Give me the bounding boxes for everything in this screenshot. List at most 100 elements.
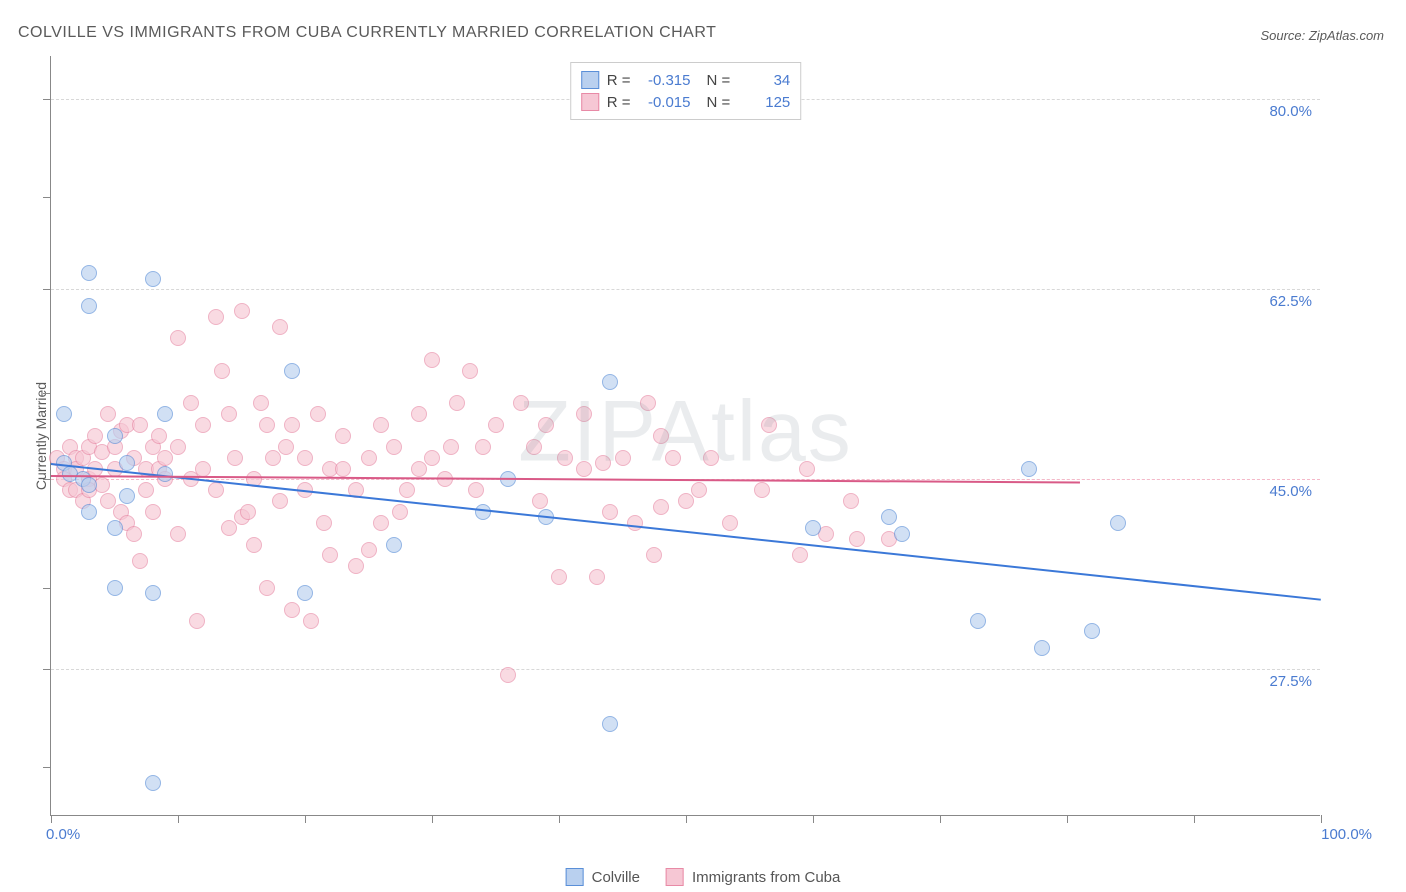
data-point — [195, 461, 211, 477]
plot-inner: 27.5%45.0%62.5%80.0% — [51, 56, 1320, 815]
data-point — [1034, 640, 1050, 656]
data-point — [532, 493, 548, 509]
data-point — [272, 319, 288, 335]
y-grid-label: 27.5% — [1269, 673, 1312, 690]
data-point — [126, 526, 142, 542]
data-point — [805, 520, 821, 536]
data-point — [234, 303, 250, 319]
data-point — [348, 558, 364, 574]
data-point — [246, 537, 262, 553]
data-point — [894, 526, 910, 542]
data-point — [322, 547, 338, 563]
bottom-legend: Colville Immigrants from Cuba — [566, 868, 841, 886]
y-grid-label: 62.5% — [1269, 293, 1312, 310]
data-point — [138, 482, 154, 498]
data-point — [145, 775, 161, 791]
data-point — [183, 395, 199, 411]
y-axis-label: Currently Married — [33, 381, 49, 489]
data-point — [646, 547, 662, 563]
data-point — [335, 428, 351, 444]
data-point — [576, 406, 592, 422]
gridline — [51, 669, 1320, 670]
legend-cuba: Immigrants from Cuba — [666, 868, 840, 886]
x-tick — [51, 815, 52, 823]
data-point — [208, 482, 224, 498]
data-point — [189, 613, 205, 629]
data-point — [602, 716, 618, 732]
x-tick — [559, 815, 560, 823]
data-point — [81, 298, 97, 314]
data-point — [703, 450, 719, 466]
data-point — [221, 520, 237, 536]
data-point — [132, 553, 148, 569]
data-point — [297, 450, 313, 466]
data-point — [145, 271, 161, 287]
data-point — [297, 585, 313, 601]
stats-row-colville: R = -0.315 N = 34 — [581, 69, 791, 91]
data-point — [227, 450, 243, 466]
data-point — [799, 461, 815, 477]
r-label: R = — [607, 72, 631, 89]
data-point — [627, 515, 643, 531]
data-point — [100, 406, 116, 422]
data-point — [81, 477, 97, 493]
data-point — [392, 504, 408, 520]
data-point — [278, 439, 294, 455]
data-point — [843, 493, 859, 509]
data-point — [151, 428, 167, 444]
swatch-cuba-icon — [666, 868, 684, 886]
data-point — [272, 493, 288, 509]
data-point — [557, 450, 573, 466]
x-tick — [178, 815, 179, 823]
x-tick — [432, 815, 433, 823]
data-point — [792, 547, 808, 563]
data-point — [424, 450, 440, 466]
data-point — [81, 265, 97, 281]
data-point — [538, 417, 554, 433]
data-point — [81, 504, 97, 520]
n-value-colville: 34 — [738, 72, 790, 89]
data-point — [259, 417, 275, 433]
data-point — [602, 374, 618, 390]
x-tick — [1067, 815, 1068, 823]
data-point — [214, 363, 230, 379]
y-grid-label: 45.0% — [1269, 483, 1312, 500]
data-point — [449, 395, 465, 411]
data-point — [722, 515, 738, 531]
data-point — [145, 585, 161, 601]
data-point — [576, 461, 592, 477]
r-label: R = — [607, 94, 631, 111]
data-point — [145, 504, 161, 520]
data-point — [335, 461, 351, 477]
x-tick — [686, 815, 687, 823]
data-point — [119, 488, 135, 504]
data-point — [691, 482, 707, 498]
data-point — [119, 455, 135, 471]
data-point — [589, 569, 605, 585]
data-point — [284, 417, 300, 433]
x-tick — [1321, 815, 1322, 823]
data-point — [373, 515, 389, 531]
data-point — [310, 406, 326, 422]
data-point — [361, 450, 377, 466]
data-point — [361, 542, 377, 558]
chart-title: COLVILLE VS IMMIGRANTS FROM CUBA CURRENT… — [18, 24, 716, 42]
data-point — [475, 439, 491, 455]
data-point — [208, 309, 224, 325]
data-point — [195, 417, 211, 433]
legend-label-colville: Colville — [592, 869, 640, 886]
data-point — [107, 520, 123, 536]
data-point — [551, 569, 567, 585]
data-point — [475, 504, 491, 520]
r-value-colville: -0.315 — [639, 72, 691, 89]
data-point — [1084, 623, 1100, 639]
y-tick — [43, 588, 51, 589]
data-point — [468, 482, 484, 498]
r-value-cuba: -0.015 — [639, 94, 691, 111]
gridline — [51, 289, 1320, 290]
data-point — [1021, 461, 1037, 477]
x-min-label: 0.0% — [46, 826, 80, 843]
data-point — [513, 395, 529, 411]
data-point — [411, 461, 427, 477]
swatch-colville — [581, 71, 599, 89]
